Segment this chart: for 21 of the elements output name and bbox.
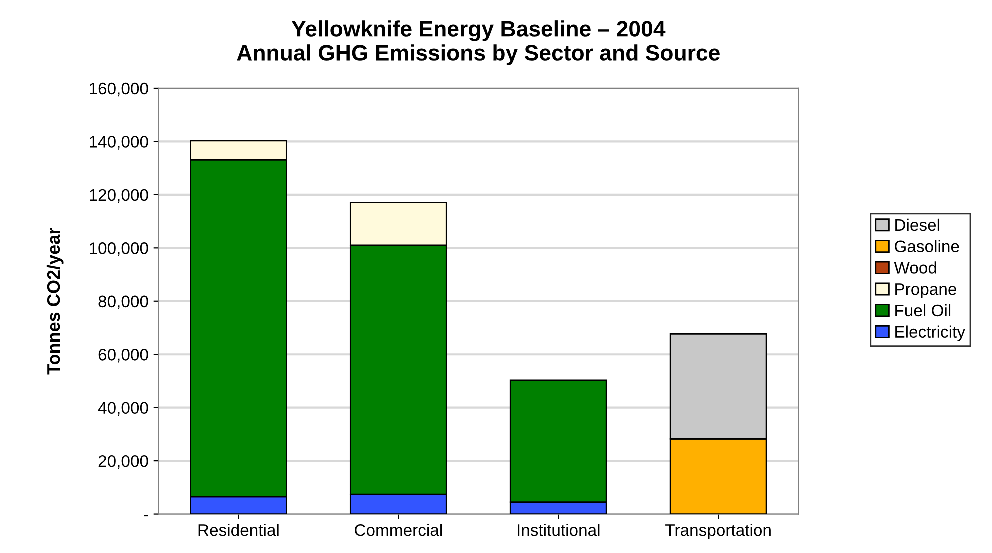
legend-label: Propane bbox=[896, 284, 956, 299]
legend-label: Wood bbox=[894, 262, 936, 274]
x-tick-label: Transportation bbox=[666, 524, 771, 540]
y-tick-label: 120,000 bbox=[90, 189, 148, 204]
legend-label: Gasoline bbox=[895, 240, 960, 253]
legend-label: Diesel bbox=[896, 218, 940, 232]
y-tick-label: 20,000 bbox=[98, 455, 148, 470]
y-tick-label: 80,000 bbox=[98, 296, 148, 310]
legend-label: Electricity bbox=[896, 326, 966, 342]
y-tick-label: 140,000 bbox=[90, 136, 148, 150]
x-tick-label: Institutional bbox=[518, 524, 600, 536]
y-axis-title: Tonnes CO2/year bbox=[46, 228, 64, 375]
x-tick-label: Residential bbox=[198, 524, 279, 536]
y-tick-label: 160,000 bbox=[90, 82, 148, 97]
y-tick-label: - bbox=[144, 515, 148, 517]
x-tick-label: Commercial bbox=[355, 524, 442, 536]
y-tick-label: 100,000 bbox=[90, 242, 148, 256]
y-tick-label: 60,000 bbox=[98, 349, 148, 363]
y-tick-label: 40,000 bbox=[98, 402, 148, 416]
chart-title: Yellowknife Energy Baseline – 2004 Annual GHG Emissions by Sector and Source bbox=[237, 20, 720, 66]
legend-label: Fuel Oil bbox=[896, 304, 951, 317]
